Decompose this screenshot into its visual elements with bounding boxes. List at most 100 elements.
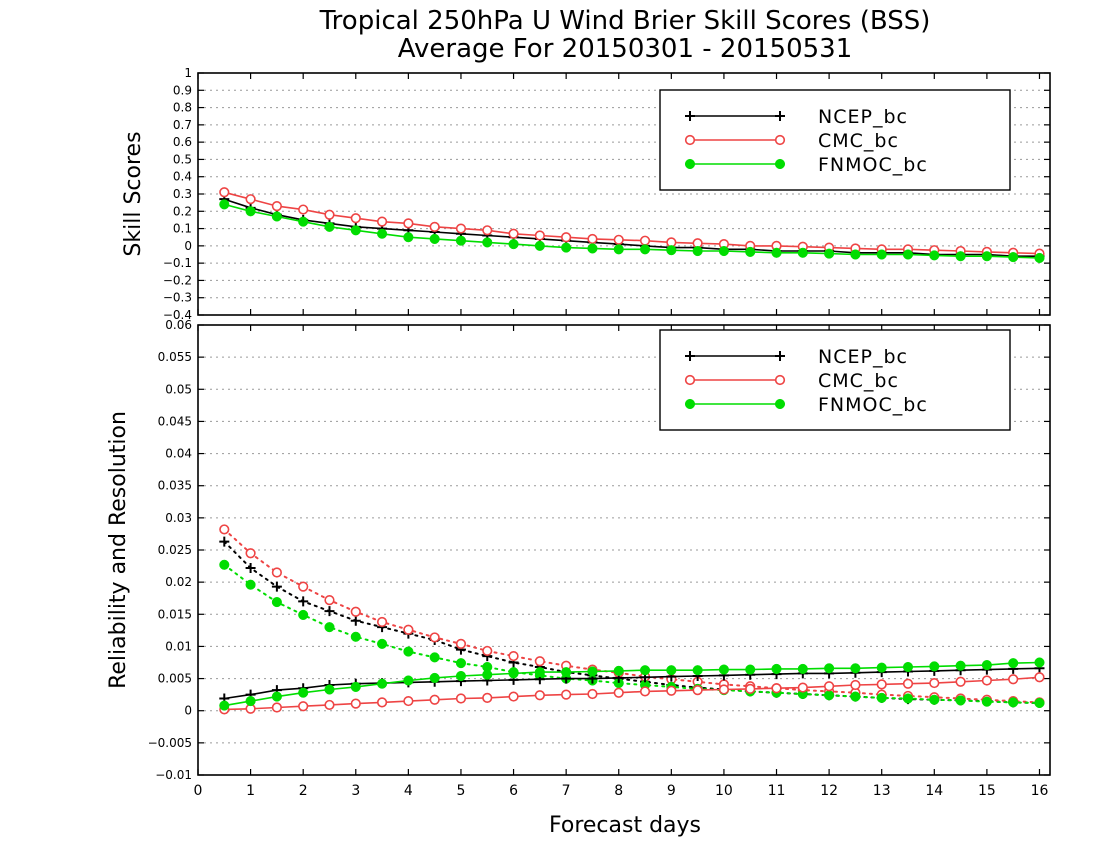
bottom-legend-label-CMC_bc: CMC_bc [818, 370, 899, 392]
bottom-data-point-FNMOC_bc [245, 579, 256, 590]
top-data-point-CMC_bc [298, 204, 309, 215]
bottom-legend-marker-NCEP_bc [685, 351, 695, 361]
top-data-point-FNMOC_bc [639, 244, 651, 255]
bottom-data-point-CMC_bc [666, 685, 677, 696]
bottom-data-point-FNMOC_bc [850, 691, 861, 702]
bottom-series-line-FNMOC_bc-dotted [223, 563, 1041, 704]
top-data-point-CMC_bc [324, 209, 335, 220]
bottom-data-point-CMC_bc [534, 656, 545, 667]
bottom-y-tick-label: 0.03 [165, 511, 192, 525]
bottom-y-tick-label: 0.05 [165, 382, 192, 396]
top-legend-label-CMC_bc: CMC_bc [818, 130, 899, 152]
bottom-data-point-CMC_bc [376, 616, 388, 628]
bottom-data-point-FNMOC_bc [298, 687, 309, 698]
bottom-data-point-FNMOC_bc [955, 660, 966, 671]
bottom-data-point-FNMOC_bc [482, 669, 493, 680]
bottom-data-point-CMC_bc [298, 701, 309, 712]
top-data-point-FNMOC_bc [745, 246, 756, 257]
bottom-data-point-FNMOC_bc [929, 661, 940, 672]
x-tick-label: 0 [194, 783, 203, 799]
bottom-series-line-CMC_bc-solid [224, 676, 1040, 711]
bottom-legend-marker-CMC_bc [774, 374, 786, 386]
top-data-point-CMC_bc [245, 194, 256, 205]
bottom-data-point-CMC_bc [613, 687, 624, 698]
top-y-tick-label: 0.9 [173, 83, 192, 97]
bottom-data-point-FNMOC_bc [902, 693, 914, 704]
bottom-data-point-CMC_bc [1008, 674, 1019, 685]
bottom-data-point-NCEP_bc [324, 606, 335, 617]
bottom-legend-marker-FNMOC_bc [774, 398, 786, 410]
top-data-point-FNMOC_bc [455, 235, 467, 246]
top-data-point-FNMOC_bc [692, 245, 703, 257]
bottom-data-point-CMC_bc [350, 606, 361, 617]
bottom-data-point-NCEP_bc [219, 536, 230, 547]
bottom-data-point-CMC_bc [561, 689, 572, 700]
top-data-point-FNMOC_bc [876, 249, 887, 260]
bottom-data-point-FNMOC_bc [298, 609, 309, 620]
top-y-tick-label: −0.3 [163, 291, 192, 305]
bottom-data-point-CMC_bc [639, 686, 651, 697]
top-data-point-FNMOC_bc [1008, 252, 1019, 263]
top-plot-frame [197, 72, 1051, 316]
bottom-legend-marker-NCEP_bc [775, 351, 785, 361]
top-legend-box [659, 89, 1011, 191]
bottom-data-point-CMC_bc [324, 595, 335, 606]
top-data-point-CMC_bc [429, 221, 440, 232]
bottom-y-tick-label: 0.025 [158, 543, 192, 557]
bottom-data-point-CMC_bc [797, 682, 808, 693]
bottom-data-point-CMC_bc [955, 676, 966, 687]
x-tick-label: 11 [768, 783, 786, 799]
bottom-data-point-CMC_bc [429, 632, 440, 643]
reliability-resolution-panel: 0.060.0550.050.0450.040.0350.030.0250.02… [148, 318, 1051, 799]
x-tick-label: 16 [1031, 783, 1049, 799]
bottom-data-point-FNMOC_bc [350, 681, 361, 692]
top-data-point-FNMOC_bc [718, 245, 729, 257]
bottom-data-point-FNMOC_bc [981, 660, 992, 671]
bottom-data-point-CMC_bc [245, 548, 256, 559]
bottom-data-point-FNMOC_bc [1034, 657, 1045, 668]
bottom-data-point-FNMOC_bc [1008, 658, 1019, 669]
top-data-point-FNMOC_bc [561, 242, 572, 253]
x-tick-label: 10 [715, 783, 733, 799]
bottom-data-point-FNMOC_bc [455, 658, 467, 669]
top-data-point-FNMOC_bc [298, 216, 309, 227]
bottom-data-point-CMC_bc [508, 691, 519, 702]
top-data-point-CMC_bc [403, 218, 414, 229]
x-axis-label: Forecast days [549, 813, 701, 838]
top-y-tick-label: −0.1 [163, 256, 192, 270]
top-legend-label-NCEP_bc: NCEP_bc [818, 106, 908, 128]
x-tick-label: 7 [562, 783, 571, 799]
bottom-data-point-FNMOC_bc [455, 670, 467, 682]
bottom-data-point-FNMOC_bc [403, 675, 414, 686]
top-legend-marker-CMC_bc [774, 134, 786, 146]
bottom-data-point-FNMOC_bc [692, 665, 703, 676]
bottom-data-point-CMC_bc [324, 699, 335, 711]
top-data-point-FNMOC_bc [850, 249, 861, 260]
top-data-point-FNMOC_bc [377, 228, 388, 239]
bottom-y-tick-label: 0.055 [158, 350, 192, 364]
top-data-point-FNMOC_bc [324, 221, 335, 232]
bottom-data-point-FNMOC_bc [718, 664, 729, 675]
top-y-tick-label: 0.6 [173, 135, 192, 149]
x-tick-label: 6 [509, 783, 518, 799]
top-y-tick-label: 0.3 [173, 187, 192, 201]
top-data-point-FNMOC_bc [613, 244, 624, 255]
bottom-data-point-CMC_bc [876, 679, 887, 690]
bottom-data-point-FNMOC_bc [876, 662, 887, 673]
top-data-point-FNMOC_bc [587, 243, 598, 254]
top-data-point-FNMOC_bc [245, 206, 256, 217]
x-tick-label: 9 [667, 783, 676, 799]
bottom-y-tick-label: 0.005 [158, 672, 192, 686]
top-data-point-CMC_bc [508, 228, 519, 239]
top-legend-marker-NCEP_bc [685, 111, 695, 121]
bottom-data-point-FNMOC_bc [245, 696, 256, 707]
bottom-y-tick-label: 0.01 [165, 639, 192, 653]
top-data-point-CMC_bc [561, 232, 572, 243]
x-tick-label: 4 [404, 783, 413, 799]
bottom-data-point-FNMOC_bc [219, 700, 230, 711]
top-data-point-FNMOC_bc [955, 251, 966, 262]
bottom-data-point-CMC_bc [482, 645, 493, 657]
top-y-tick-label: −0.2 [163, 273, 192, 287]
bottom-data-point-FNMOC_bc [639, 665, 651, 676]
bottom-data-point-CMC_bc [1034, 672, 1045, 683]
